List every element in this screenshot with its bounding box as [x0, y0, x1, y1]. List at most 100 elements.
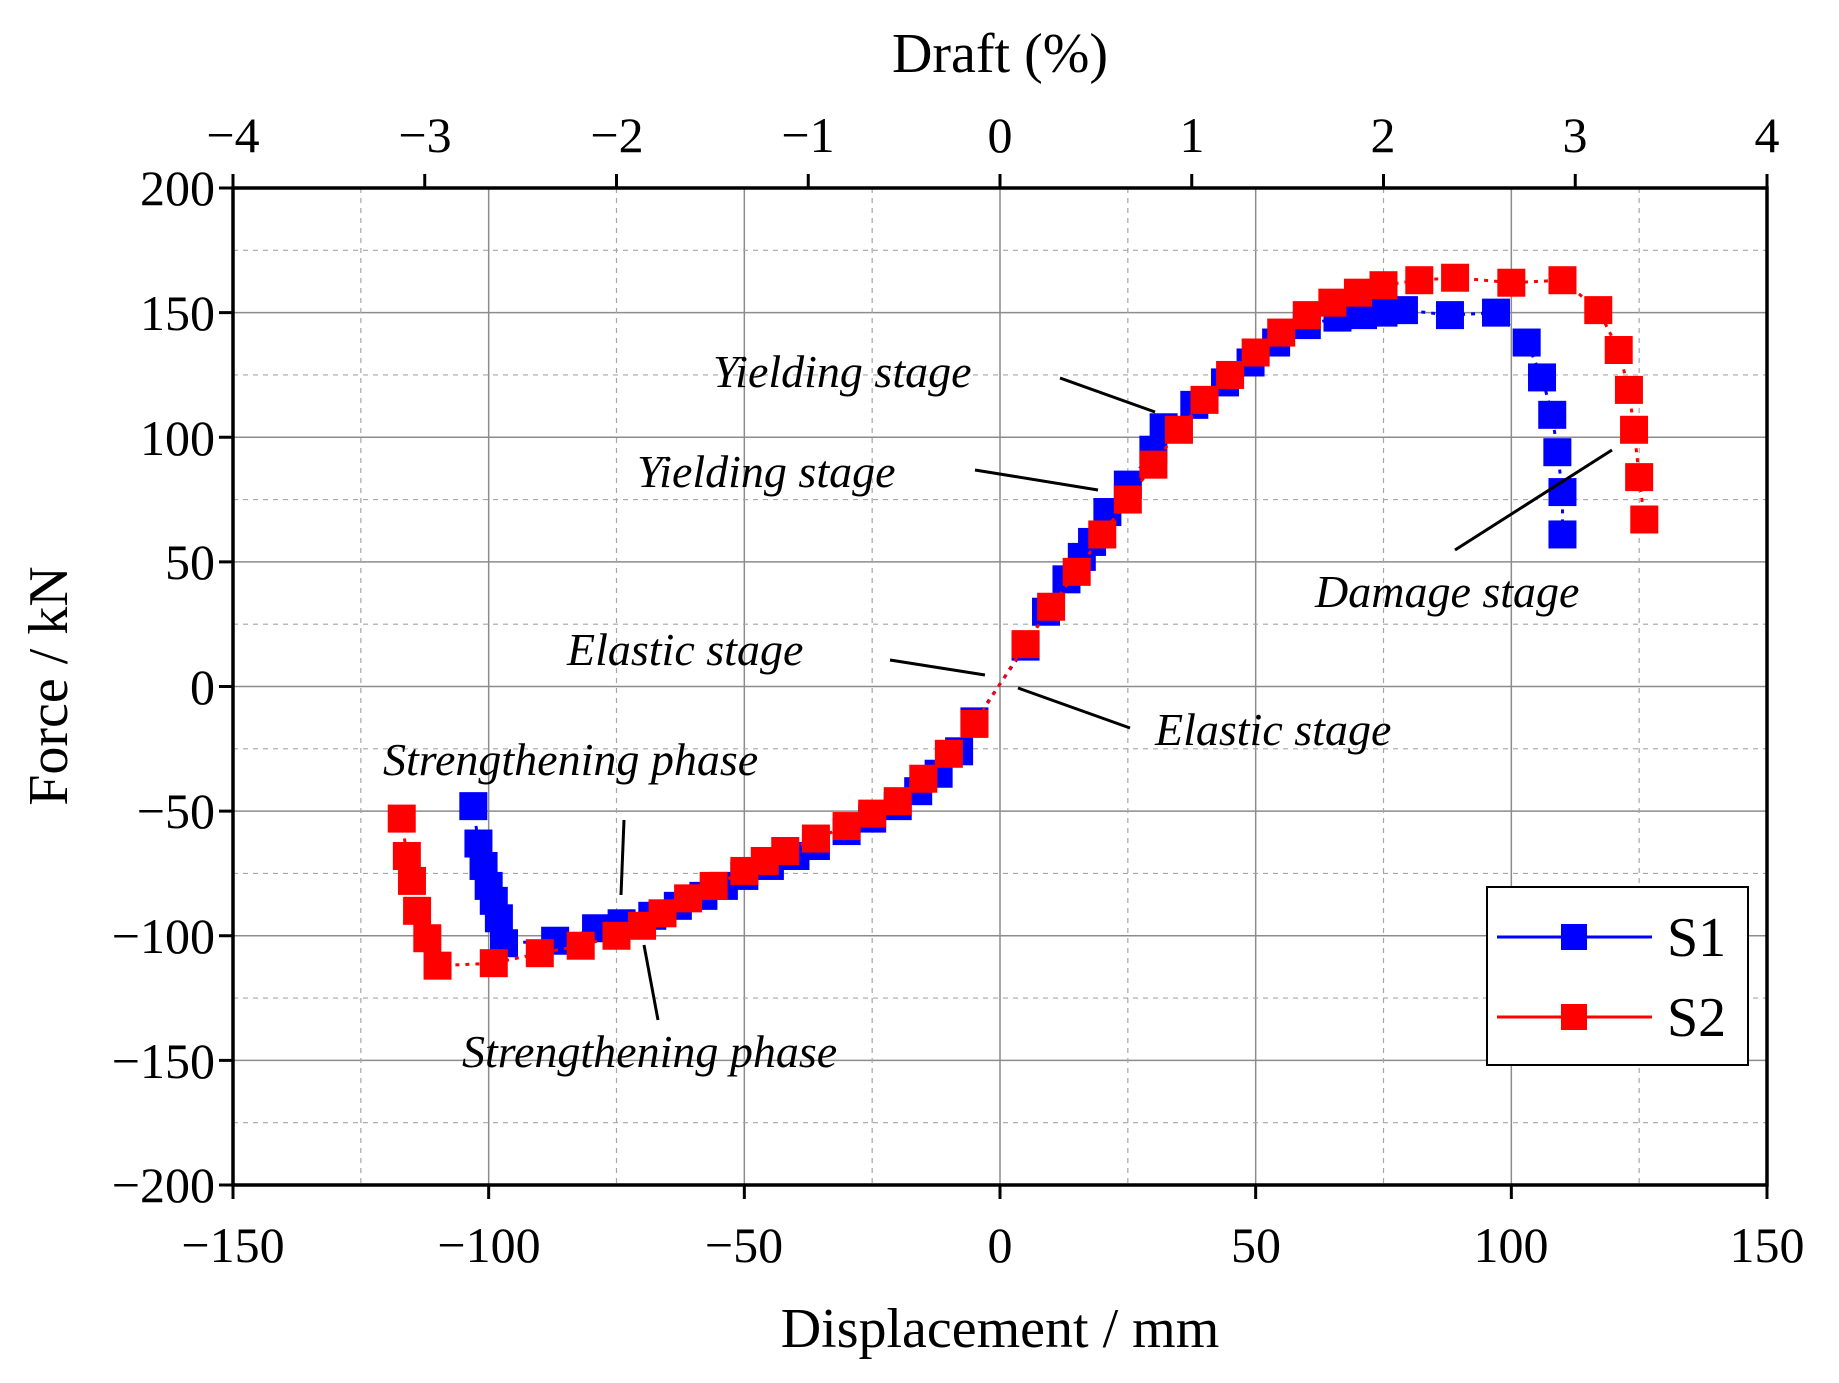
data-point-s2 — [1620, 415, 1649, 444]
x2-tick-label: −4 — [206, 107, 259, 163]
data-point-s2 — [909, 764, 938, 793]
x2-tick-label: −3 — [398, 107, 451, 163]
annotation-elastic-s1: Elastic stage — [566, 624, 803, 675]
data-point-s2 — [858, 799, 887, 828]
data-point-s2 — [1584, 296, 1613, 325]
data-point-s2 — [479, 949, 508, 978]
data-point-s2 — [1241, 338, 1270, 367]
data-point-s1 — [1481, 298, 1510, 327]
x2-tick-label: 4 — [1755, 107, 1780, 163]
data-point-s2 — [1625, 463, 1654, 492]
data-point-s2 — [1037, 592, 1066, 621]
data-point-s2 — [648, 899, 677, 928]
x2-tick-label: 1 — [1180, 107, 1205, 163]
x-axis-title: Displacement / mm — [781, 1298, 1220, 1360]
legend-marker-s2 — [1561, 1004, 1587, 1030]
data-point-s2 — [397, 866, 426, 895]
y-tick-label: −100 — [112, 908, 215, 964]
y-tick-label: 150 — [140, 285, 215, 341]
x2-axis-title: Draft (%) — [892, 23, 1108, 85]
data-point-s2 — [1630, 505, 1659, 534]
data-point-s2 — [699, 871, 728, 900]
annotation-elastic-s2: Elastic stage — [1154, 704, 1391, 755]
x-tick-label: 100 — [1474, 1217, 1549, 1273]
grid-lines — [232, 187, 1768, 1186]
x-tick-label: 0 — [988, 1217, 1013, 1273]
axis-ticks — [219, 174, 1769, 1199]
data-point-s1 — [1389, 296, 1418, 325]
data-point-s1 — [1543, 438, 1572, 467]
y-tick-label: 200 — [140, 160, 215, 216]
data-point-s2 — [413, 924, 442, 953]
data-point-s2 — [960, 709, 989, 738]
data-point-s2 — [674, 884, 703, 913]
legend: S1 S2 — [1486, 886, 1749, 1066]
legend-marker-s1 — [1561, 924, 1587, 950]
y-tick-label: −50 — [137, 783, 215, 839]
annotation-leaders — [619, 376, 1613, 1021]
annotation-yielding-s1: Yielding stage — [713, 346, 972, 397]
annotation-yielding-s2: Yielding stage — [637, 446, 896, 497]
leader-strengthening-s1 — [619, 819, 626, 896]
y-axis-title: Force / kN — [18, 566, 80, 806]
y-axis-tick-labels: −200 −150 −100 −50 0 50 100 150 200 — [112, 160, 215, 1213]
x2-tick-label: 0 — [988, 107, 1013, 163]
data-point-s2 — [1292, 301, 1321, 330]
y-tick-label: −150 — [112, 1033, 215, 1089]
data-point-s2 — [883, 787, 912, 816]
leader-elastic-s1 — [889, 658, 986, 677]
data-point-s2 — [1369, 271, 1398, 300]
data-point-s1 — [1528, 363, 1557, 392]
data-point-s2 — [1164, 415, 1193, 444]
x2-tick-label: 3 — [1563, 107, 1588, 163]
data-point-s2 — [1113, 485, 1142, 514]
data-point-s2 — [525, 939, 554, 968]
x2-tick-label: 2 — [1371, 107, 1396, 163]
data-point-s2 — [1190, 385, 1219, 414]
data-point-s2 — [1604, 336, 1633, 365]
data-point-s2 — [1267, 318, 1296, 347]
data-point-s2 — [832, 812, 861, 841]
data-point-s2 — [1318, 288, 1347, 317]
leader-strengthening-s2 — [642, 944, 660, 1021]
x-axis-tick-labels: −150 −100 −50 0 50 100 150 — [181, 1217, 1804, 1273]
x-tick-label: −150 — [181, 1217, 284, 1273]
annotation-strengthening-s2: Strengthening phase — [462, 1026, 837, 1077]
data-point-s2 — [1062, 557, 1091, 586]
data-point-s2 — [566, 931, 595, 960]
data-point-s1 — [1538, 400, 1567, 429]
data-point-s2 — [403, 896, 432, 925]
x2-axis-tick-labels: −4 −3 −2 −1 0 1 2 3 4 — [206, 107, 1779, 163]
series-s2 — [387, 263, 1659, 980]
x-tick-label: 150 — [1730, 1217, 1805, 1273]
y-tick-label: 0 — [190, 659, 215, 715]
data-point-s2 — [387, 804, 416, 833]
data-point-s2 — [1343, 278, 1372, 307]
y-tick-label: 50 — [165, 534, 215, 590]
leader-yielding-s1 — [1059, 376, 1156, 414]
data-point-s2 — [602, 921, 631, 950]
data-point-s2 — [423, 951, 452, 980]
data-point-s2 — [1548, 266, 1577, 295]
data-point-s1 — [459, 792, 488, 821]
data-point-s2 — [1011, 630, 1040, 659]
data-point-s2 — [392, 841, 421, 870]
x-tick-label: −50 — [705, 1217, 783, 1273]
data-point-s1 — [1512, 328, 1541, 357]
legend-box — [1486, 886, 1749, 1066]
annotation-strengthening-s1: Strengthening phase — [383, 734, 758, 785]
legend-label-s2: S2 — [1667, 987, 1726, 1049]
x-tick-label: 50 — [1231, 1217, 1281, 1273]
x-tick-label: −100 — [437, 1217, 540, 1273]
y-tick-label: 100 — [140, 410, 215, 466]
data-point-s1 — [1435, 301, 1464, 330]
series-layer — [387, 263, 1659, 980]
data-point-s2 — [771, 837, 800, 866]
data-point-s1 — [484, 904, 513, 933]
x2-tick-label: −1 — [781, 107, 834, 163]
annotation-damage: Damage stage — [1314, 566, 1579, 617]
data-point-s2 — [1614, 375, 1643, 404]
data-point-s2 — [1088, 520, 1117, 549]
leader-yielding-s2 — [974, 468, 1099, 492]
